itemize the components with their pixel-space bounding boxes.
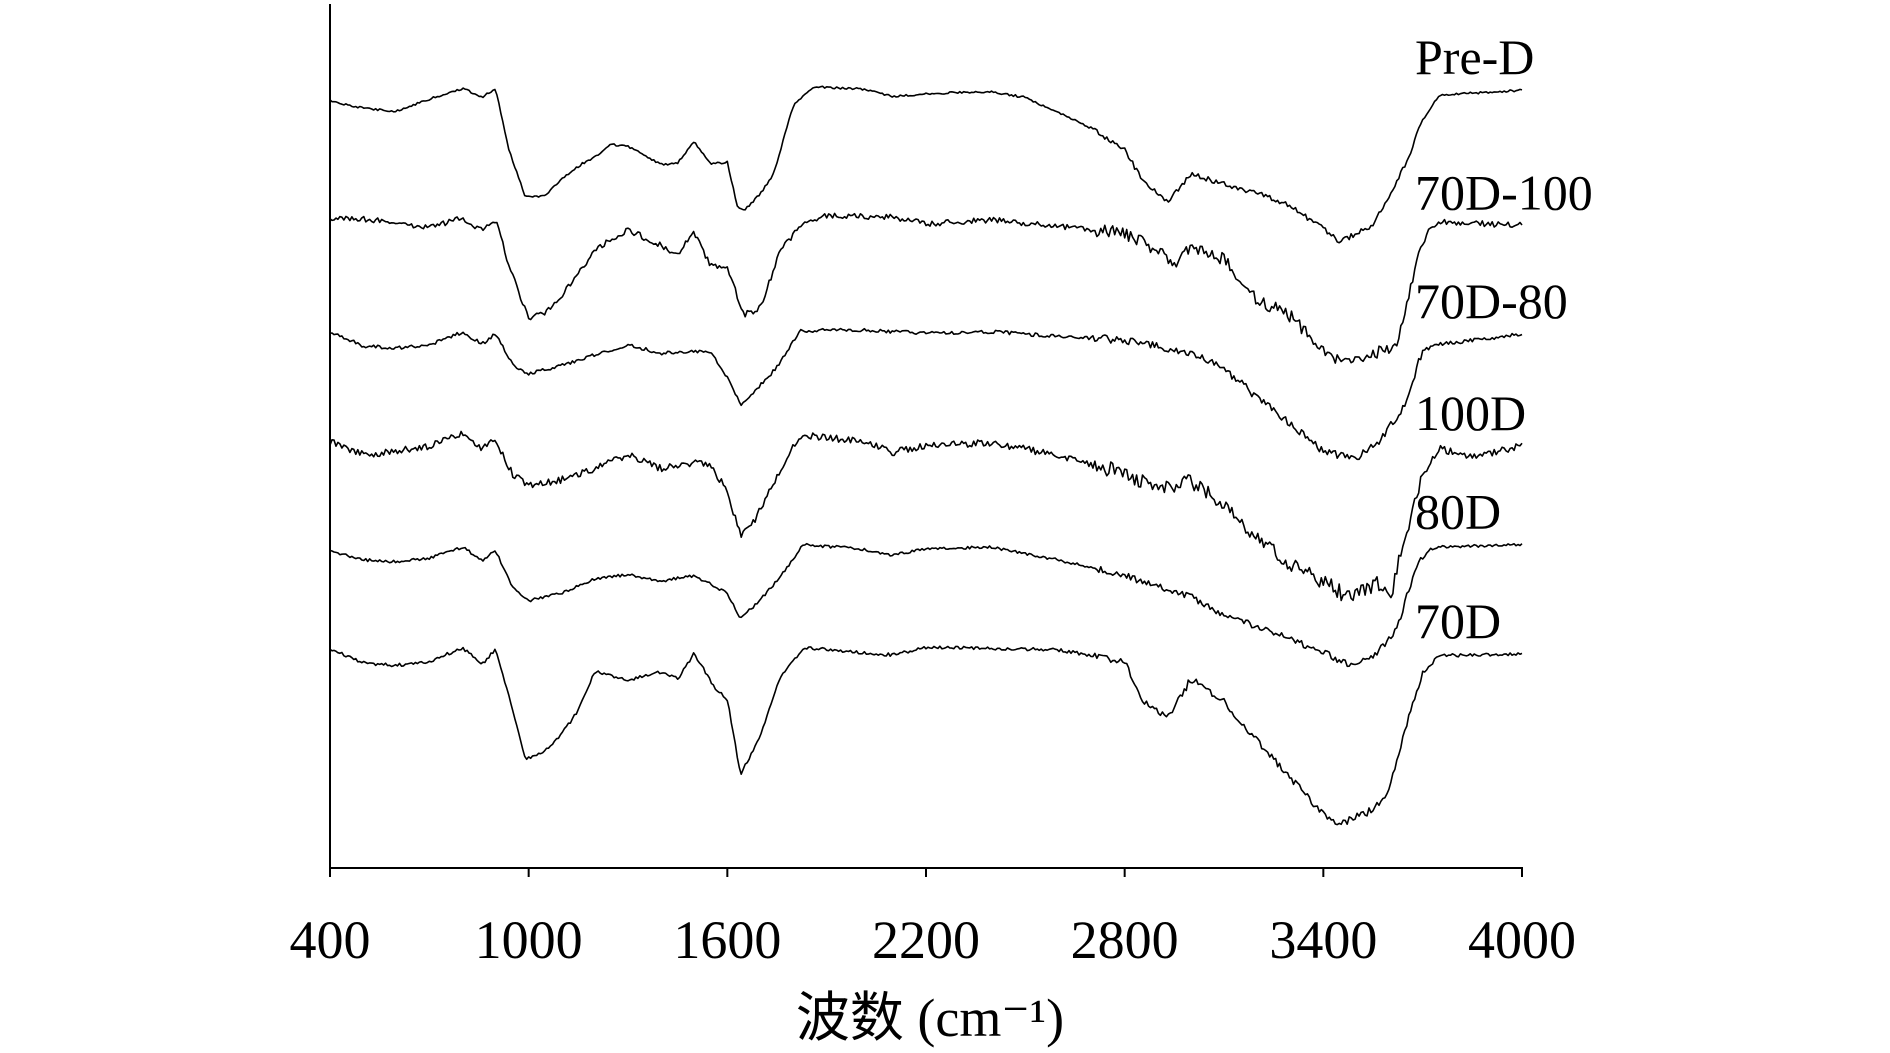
series-labels: Pre-D 70D-100 70D-80 100D 80D 70D bbox=[1415, 29, 1593, 649]
series-label: 100D bbox=[1415, 385, 1526, 441]
series-line-80d bbox=[329, 542, 1523, 668]
series-line-pre-d bbox=[329, 85, 1523, 244]
axes bbox=[329, 4, 1523, 869]
series-label: Pre-D bbox=[1415, 29, 1534, 85]
series-line-70d-100 bbox=[329, 212, 1523, 364]
series-label: 70D-80 bbox=[1415, 273, 1568, 329]
series-label: 80D bbox=[1415, 484, 1501, 540]
x-tick-label: 4000 bbox=[1468, 910, 1576, 970]
x-axis-label: 波数 (cm⁻¹) bbox=[796, 988, 1064, 1048]
series-label: 70D bbox=[1415, 593, 1501, 649]
x-tick-label: 1600 bbox=[673, 910, 781, 970]
x-tick-label: 1000 bbox=[475, 910, 583, 970]
x-ticks: 400 1000 1600 2200 2800 3400 4000 bbox=[290, 868, 1576, 970]
series-lines bbox=[329, 85, 1523, 826]
x-tick-label: 2800 bbox=[1071, 910, 1179, 970]
x-tick-label: 2200 bbox=[872, 910, 980, 970]
x-tick-label: 400 bbox=[290, 910, 371, 970]
x-tick-label: 3400 bbox=[1269, 910, 1377, 970]
series-line-70d bbox=[329, 645, 1523, 826]
series-label: 70D-100 bbox=[1415, 165, 1593, 221]
series-line-70d-80 bbox=[329, 327, 1523, 461]
series-line-100d bbox=[329, 430, 1523, 602]
